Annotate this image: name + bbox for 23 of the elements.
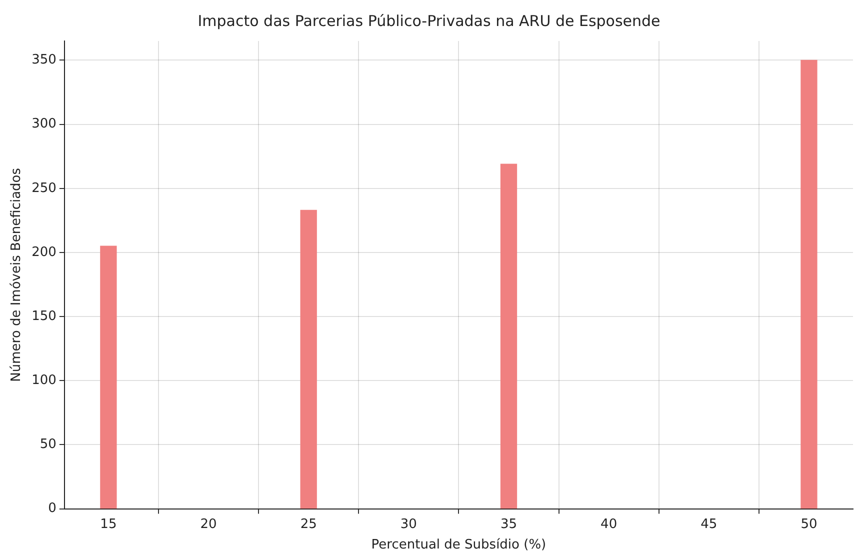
y-tick-label: 300 <box>32 116 56 132</box>
x-tick-label: 35 <box>500 516 518 532</box>
y-tick-label: 250 <box>32 180 56 196</box>
y-tick-label: 50 <box>40 437 56 452</box>
bar <box>300 210 317 509</box>
x-tick-label: 50 <box>800 516 818 532</box>
x-axis-title: Percentual de Subsídio (%) <box>371 538 546 553</box>
x-tick-label: 15 <box>100 516 117 532</box>
x-tick-label: 20 <box>200 516 217 532</box>
bar <box>500 164 518 509</box>
bar <box>800 60 818 509</box>
y-tick-label: 350 <box>32 52 56 68</box>
bar <box>100 246 117 509</box>
chart-title: Impacto das Parcerias Público-Privadas na ARU de Esposende <box>198 12 660 30</box>
y-tick-label: 150 <box>32 308 56 324</box>
y-axis-title: Número de Imóveis Beneficiados <box>9 168 24 382</box>
y-tick-label: 200 <box>32 244 56 260</box>
x-tick-label: 30 <box>400 516 417 532</box>
y-tick-label: 100 <box>32 373 56 388</box>
x-tick-label: 40 <box>600 516 618 532</box>
x-tick-label: 25 <box>300 516 317 532</box>
y-tick-label: 0 <box>48 501 56 516</box>
x-tick-label: 45 <box>700 516 718 532</box>
